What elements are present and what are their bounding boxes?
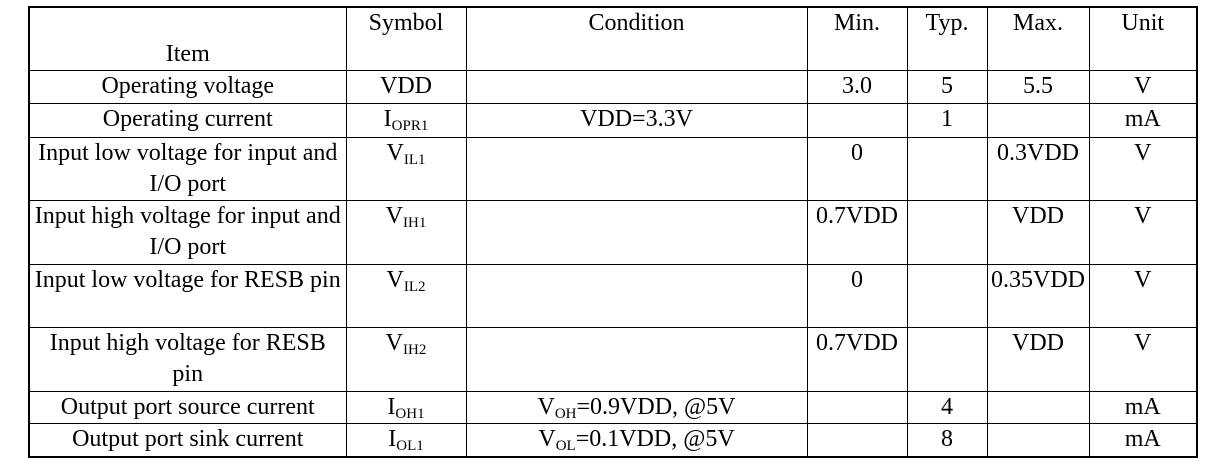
symbol-cell: IOL1 — [345, 423, 467, 457]
typ-cell: 5 — [906, 70, 988, 104]
symbol-main: VDD=3.3V — [580, 106, 693, 132]
unit-cell: mA — [1088, 103, 1198, 138]
item-cell: Input low voltage for input and I/O port — [28, 137, 347, 201]
condition-rest: =0.9VDD, @5V — [576, 394, 736, 420]
symbol-main: V — [385, 203, 403, 229]
table-row: Operating current IOPR1 VDD=3.3V 1 mA — [28, 103, 1198, 138]
column-header: Symbol — [345, 6, 467, 71]
symbol-cell: IOH1 — [345, 391, 467, 424]
spec-table: Item Symbol Condition Min. Typ. Max. Unit Oper… — [28, 6, 1198, 458]
unit-cell: V — [1088, 327, 1198, 392]
table-row: Input high voltage for RESB pin VIH2 0.7VD… — [28, 327, 1198, 392]
column-header: Min. — [806, 6, 908, 71]
condition-cell — [465, 200, 808, 265]
typ-cell: 1 — [906, 103, 988, 138]
max-cell: 0.35VDD — [986, 264, 1090, 328]
typ-cell — [906, 264, 988, 328]
min-cell: 0 — [806, 264, 908, 328]
symbol-main: V — [537, 394, 555, 420]
symbol-subscript: IL1 — [403, 152, 426, 168]
item-cell: Output port sink current — [28, 423, 347, 457]
symbol-subscript: OL — [555, 438, 576, 454]
unit-cell: V — [1088, 200, 1198, 265]
condition-cell — [465, 70, 808, 104]
min-cell: 0.7VDD — [806, 327, 908, 392]
symbol-subscript: IL2 — [403, 279, 426, 295]
max-cell: VDD — [986, 200, 1090, 265]
header-row: Item Symbol Condition Min. Typ. Max. Unit — [28, 6, 1198, 71]
item-cell: Input high voltage for input and I/O por… — [28, 200, 347, 265]
item-cell: Input high voltage for RESB pin — [28, 327, 347, 392]
unit-cell: mA — [1088, 391, 1198, 424]
condition-cell — [465, 327, 808, 392]
symbol-subscript: OPR1 — [391, 118, 429, 134]
table-row: Input low voltage for input and I/O port… — [28, 137, 1198, 201]
condition-cell — [465, 264, 808, 328]
symbol-subscript: IH1 — [403, 215, 427, 231]
symbol-cell: VIL2 — [345, 264, 467, 328]
condition-cell: VDD=3.3V — [465, 103, 808, 138]
symbol-subscript: OH1 — [395, 406, 425, 422]
column-header: Item — [28, 6, 347, 71]
table-row: Output port source current IOH1 VOH=0.9VDD… — [28, 391, 1198, 424]
column-header: Typ. — [906, 6, 988, 71]
symbol-cell: VIH1 — [345, 200, 467, 265]
typ-cell — [906, 327, 988, 392]
condition-rest: =0.1VDD, @5V — [575, 426, 735, 452]
symbol-cell: VIH2 — [345, 327, 467, 392]
condition-cell: VOH=0.9VDD, @5V — [465, 391, 808, 424]
min-cell: 0.7VDD — [806, 200, 908, 265]
item-cell: Operating current — [28, 103, 347, 138]
min-cell — [806, 391, 908, 424]
unit-cell: mA — [1088, 423, 1198, 457]
table-row: Operating voltage VDD 3.0 5 5.5 V — [28, 70, 1198, 104]
item-cell: Input low voltage for RESB pin — [28, 264, 347, 328]
symbol-main: VDD — [380, 73, 432, 99]
symbol-main: V — [538, 426, 556, 452]
table-body: Operating voltage VDD 3.0 5 5.5 V Operating cu… — [28, 70, 1198, 457]
typ-cell — [906, 137, 988, 201]
symbol-main: V — [386, 267, 404, 293]
typ-cell: 8 — [906, 423, 988, 457]
symbol-cell: VDD — [345, 70, 467, 104]
min-cell: 0 — [806, 137, 908, 201]
condition-cell — [465, 137, 808, 201]
unit-cell: V — [1088, 137, 1198, 201]
min-cell — [806, 423, 908, 457]
item-cell: Output port source current — [28, 391, 347, 424]
min-cell: 3.0 — [806, 70, 908, 104]
symbol-subscript: OH — [554, 406, 577, 422]
max-cell: 0.3VDD — [986, 137, 1090, 201]
typ-cell: 4 — [906, 391, 988, 424]
symbol-cell: IOPR1 — [345, 103, 467, 138]
symbol-main: I — [387, 394, 396, 420]
column-header: Unit — [1088, 6, 1198, 71]
max-cell: VDD — [986, 327, 1090, 392]
condition-cell: VOL=0.1VDD, @5V — [465, 423, 808, 457]
symbol-subscript: OL1 — [396, 438, 424, 454]
symbol-main: V — [386, 140, 404, 166]
max-cell — [986, 391, 1090, 424]
unit-cell: V — [1088, 70, 1198, 104]
table-row: Output port sink current IOL1 VOL=0.1VDD, … — [28, 423, 1198, 457]
max-cell: 5.5 — [986, 70, 1090, 104]
min-cell — [806, 103, 908, 138]
table-row: Input low voltage for RESB pin VIL2 0 0.35V… — [28, 264, 1198, 328]
symbol-main: I — [383, 106, 392, 132]
symbol-subscript: IH2 — [403, 342, 427, 358]
column-header: Condition — [465, 6, 808, 71]
symbol-main: I — [388, 426, 397, 452]
typ-cell — [906, 200, 988, 265]
column-header: Max. — [986, 6, 1090, 71]
symbol-main: V — [385, 330, 403, 356]
item-cell: Operating voltage — [28, 70, 347, 104]
max-cell — [986, 103, 1090, 138]
unit-cell: V — [1088, 264, 1198, 328]
symbol-cell: VIL1 — [345, 137, 467, 201]
table-row: Input high voltage for input and I/O por… — [28, 200, 1198, 265]
max-cell — [986, 423, 1090, 457]
